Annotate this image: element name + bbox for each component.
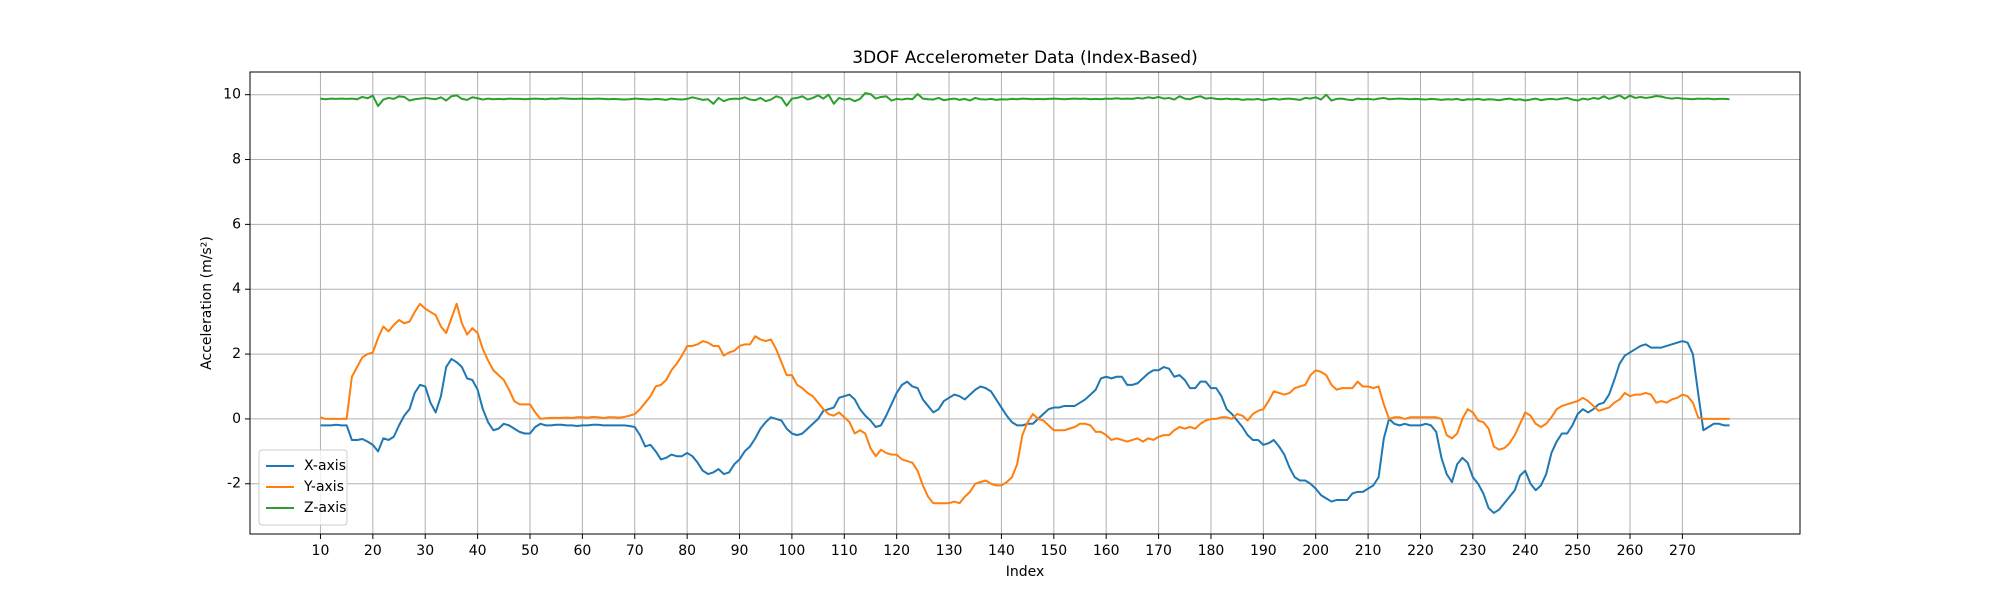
data-line <box>320 340 1730 514</box>
x-tick-label: 50 <box>521 543 539 559</box>
x-tick-label: 210 <box>1355 543 1382 559</box>
x-tick-label: 80 <box>678 543 696 559</box>
x-tick-label: 270 <box>1669 543 1696 559</box>
x-tick-label: 160 <box>1093 543 1120 559</box>
x-tick-label: 230 <box>1460 543 1487 559</box>
x-tick-label: 240 <box>1512 543 1539 559</box>
legend-label: Z-axis <box>304 500 346 516</box>
legend-label: Y-axis <box>303 479 344 495</box>
y-tick-label: -2 <box>227 476 241 492</box>
x-tick-label: 20 <box>364 543 382 559</box>
y-tick-label: 6 <box>232 216 241 232</box>
y-tick-label: 2 <box>232 346 241 362</box>
x-tick-label: 260 <box>1617 543 1644 559</box>
x-tick-label: 100 <box>779 543 806 559</box>
y-tick-label: 10 <box>223 87 241 103</box>
x-tick-label: 30 <box>416 543 434 559</box>
chart-title: 3DOF Accelerometer Data (Index-Based) <box>852 48 1197 68</box>
data-line <box>320 302 1730 505</box>
x-tick-label: 40 <box>469 543 487 559</box>
y-axis-label: Acceleration (m/s²) <box>199 236 215 370</box>
y-tick-label: 4 <box>232 281 241 297</box>
x-tick-label: 60 <box>573 543 591 559</box>
x-tick-label: 90 <box>731 543 749 559</box>
x-tick-label: 170 <box>1145 543 1172 559</box>
y-tick-label: 0 <box>232 411 241 427</box>
x-tick-label: 70 <box>626 543 644 559</box>
legend: X-axis Y-axis Z-axis <box>258 449 348 526</box>
x-tick-label: 130 <box>936 543 963 559</box>
x-tick-label: 10 <box>312 543 330 559</box>
x-tick-label: 200 <box>1302 543 1329 559</box>
legend-box <box>258 449 348 526</box>
x-tick-label: 220 <box>1407 543 1434 559</box>
x-tick-label: 250 <box>1564 543 1591 559</box>
x-tick-label: 120 <box>883 543 910 559</box>
data-line <box>320 92 1730 108</box>
y-tick-label: 8 <box>232 152 241 168</box>
x-tick-label: 190 <box>1250 543 1277 559</box>
x-tick-label: 150 <box>1040 543 1067 559</box>
x-tick-label: 180 <box>1198 543 1225 559</box>
x-axis-label: Index <box>1006 564 1045 580</box>
plot-frame <box>249 71 1801 535</box>
legend-label: X-axis <box>304 458 346 474</box>
x-tick-label: 110 <box>831 543 858 559</box>
x-tick-label: 140 <box>988 543 1015 559</box>
